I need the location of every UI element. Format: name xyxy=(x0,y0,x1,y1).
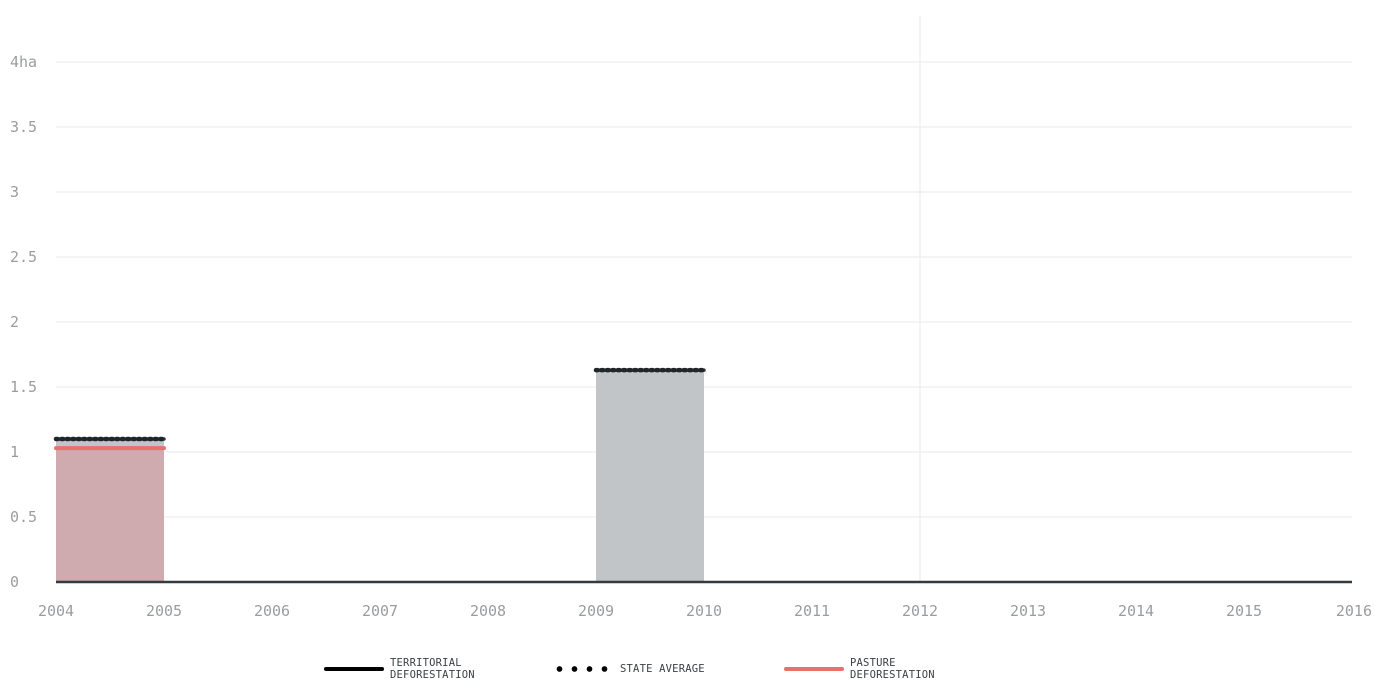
y-tick-label: 3.5 xyxy=(10,118,37,136)
legend-label-pasture: PASTURE DEFORESTATION xyxy=(850,657,935,681)
bar-pasture xyxy=(56,448,164,582)
y-tick-label: 0.5 xyxy=(10,508,37,526)
x-tick-label: 2010 xyxy=(686,602,722,620)
bar-territorial xyxy=(596,370,704,582)
legend-item-pasture-deforestation[interactable]: PASTURE DEFORESTATION xyxy=(784,656,935,682)
x-tick-label: 2007 xyxy=(362,602,398,620)
legend-label-pasture-line2: DEFORESTATION xyxy=(850,669,935,681)
x-tick-label: 2006 xyxy=(254,602,290,620)
legend-item-territorial-deforestation[interactable]: TERRITORIAL DEFORESTATION xyxy=(324,656,475,682)
legend-swatch-territorial xyxy=(324,667,384,671)
y-tick-label: 3 xyxy=(10,183,19,201)
x-tick-label: 2004 xyxy=(38,602,74,620)
x-tick-label: 2009 xyxy=(578,602,614,620)
legend-label-territorial: TERRITORIAL DEFORESTATION xyxy=(390,657,475,681)
legend-label-territorial-line1: TERRITORIAL xyxy=(390,657,475,669)
y-tick-label: 2 xyxy=(10,313,19,331)
x-tick-label: 2005 xyxy=(146,602,182,620)
y-tick-label: 1 xyxy=(10,443,19,461)
bars xyxy=(56,370,704,582)
legend: TERRITORIAL DEFORESTATION STATE AVERAGE … xyxy=(0,652,1374,684)
x-tick-label: 2012 xyxy=(902,602,938,620)
deforestation-chart: 0 0.5 1 1.5 2 2.5 3 3.5 4ha 2004 2005 2006 2007 2008 2… xyxy=(0,0,1374,652)
y-tick-label: 2.5 xyxy=(10,248,37,266)
x-tick-label: 2013 xyxy=(1010,602,1046,620)
x-tick-label: 2014 xyxy=(1118,602,1154,620)
y-tick-label: 1.5 xyxy=(10,378,37,396)
x-tick-label: 2011 xyxy=(794,602,830,620)
legend-label-pasture-line1: PASTURE xyxy=(850,657,935,669)
x-tick-label: 2008 xyxy=(470,602,506,620)
y-tick-label: 4ha xyxy=(10,53,37,71)
legend-swatch-pasture xyxy=(784,667,844,671)
x-tick-label: 2016 xyxy=(1336,602,1372,620)
legend-swatch-state-average xyxy=(552,666,614,672)
y-tick-label: 0 xyxy=(10,573,19,591)
legend-label-state-average: STATE AVERAGE xyxy=(620,663,705,675)
legend-label-state-average-text: STATE AVERAGE xyxy=(620,663,705,675)
x-tick-label: 2015 xyxy=(1226,602,1262,620)
legend-item-state-average[interactable]: STATE AVERAGE xyxy=(552,656,705,682)
legend-label-territorial-line2: DEFORESTATION xyxy=(390,669,475,681)
